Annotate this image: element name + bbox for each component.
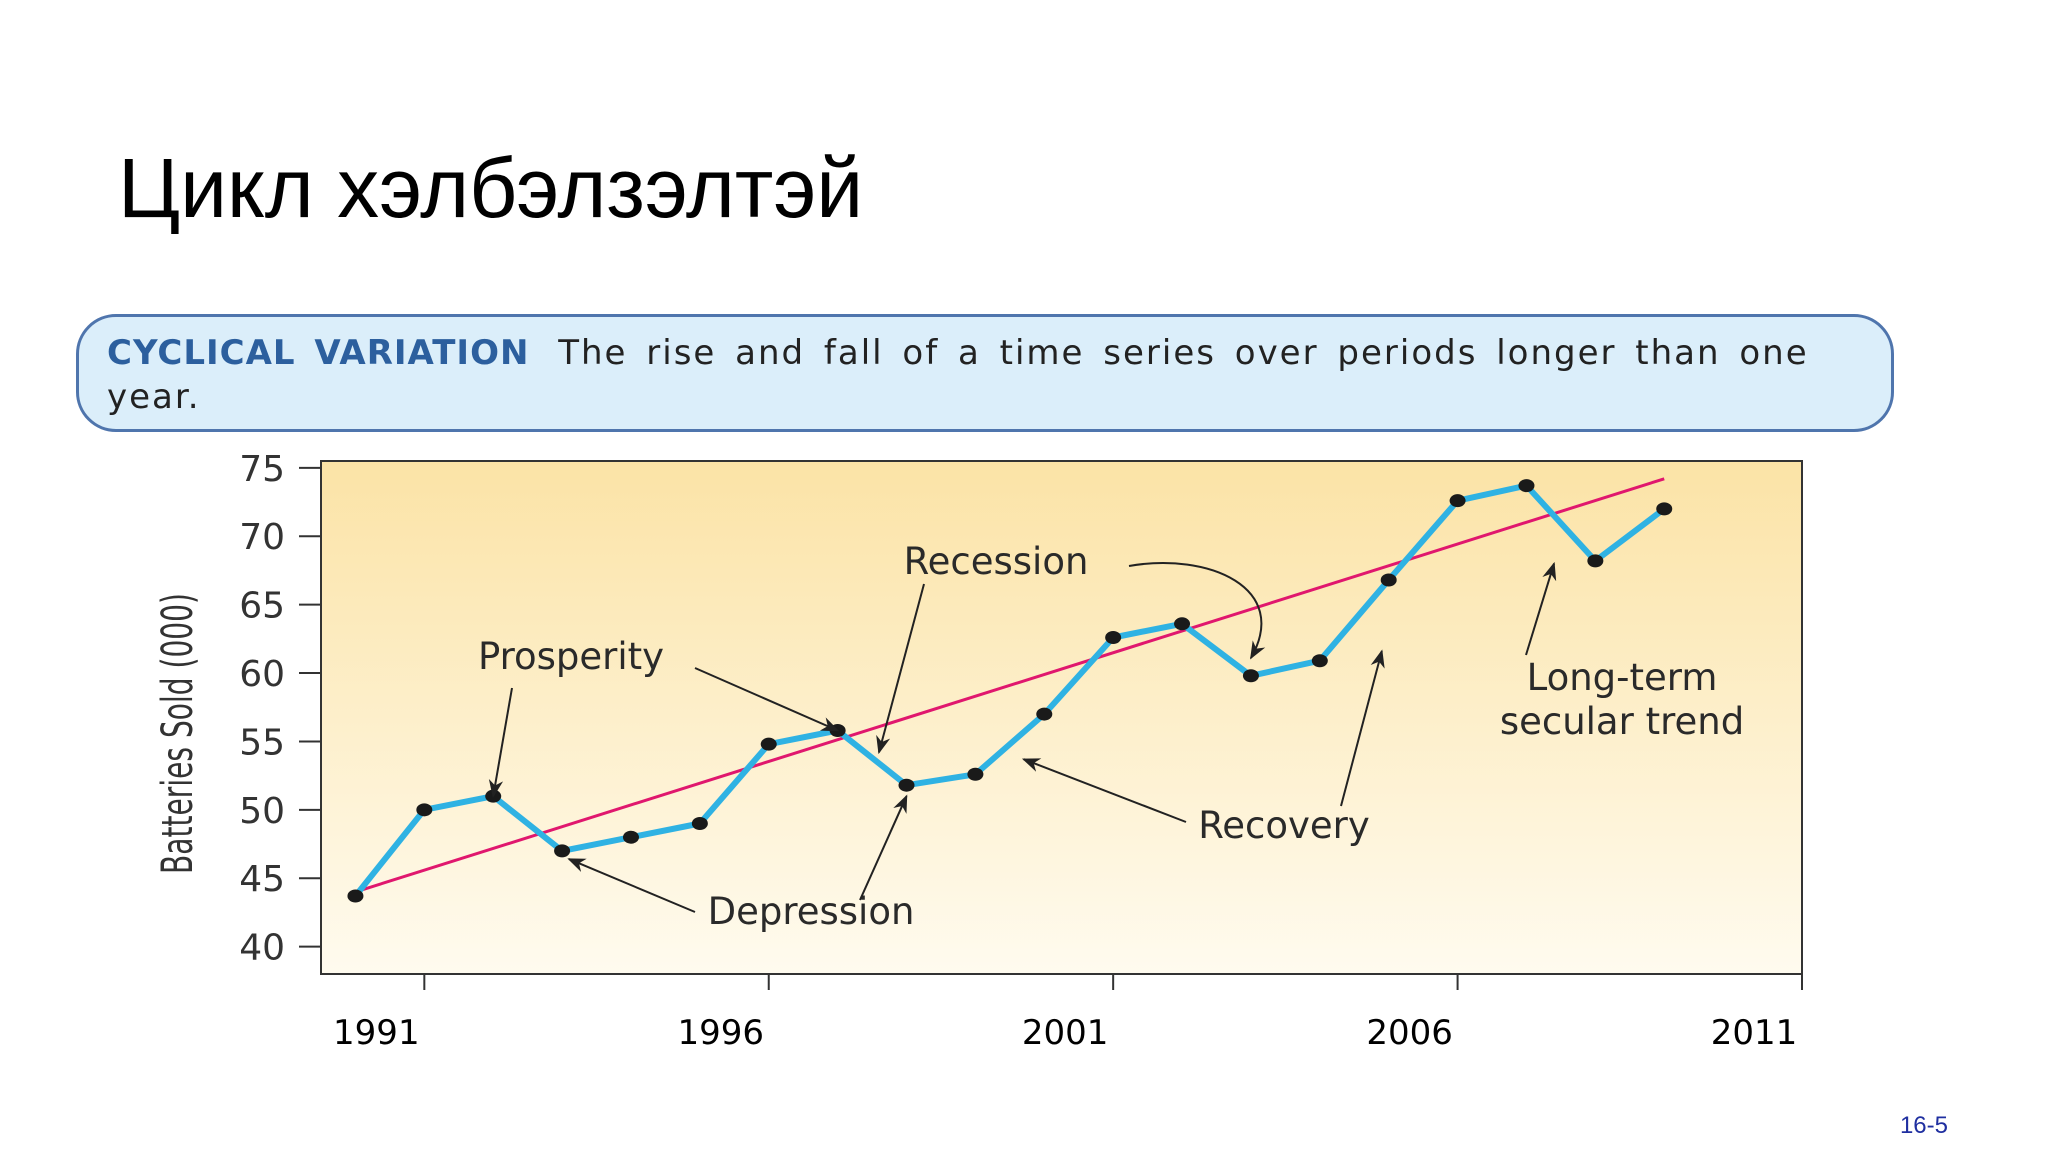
page-number: 16-5 — [1899, 1112, 1948, 1139]
data-point-2009 — [1656, 502, 1673, 516]
x-tick-label-1991: 1991 — [333, 1013, 420, 1053]
annotation-arrow-2-1 — [859, 794, 908, 901]
definition-term: CYCLICAL VARIATION — [107, 333, 530, 373]
annotation-arrow-0-1 — [694, 667, 840, 732]
definition-box: CYCLICAL VARIATION The rise and fall of … — [76, 314, 1894, 432]
slide-title: Цикл хэлбэлзэлтэй — [118, 141, 864, 235]
data-point-2003 — [1242, 669, 1259, 683]
data-point-1995 — [691, 817, 708, 831]
y-tick-label-55: 55 — [239, 722, 285, 763]
definition-text: The rise and fall of a time series over … — [107, 333, 1809, 417]
y-axis-label: Batteries Sold (000) — [154, 593, 202, 874]
plot-area — [320, 460, 1803, 975]
data-point-1991 — [416, 803, 433, 817]
data-point-2005 — [1380, 573, 1397, 587]
data-point-1990 — [347, 889, 364, 903]
data-point-1996 — [760, 737, 777, 751]
data-point-1994 — [622, 830, 639, 844]
x-tick-label-1996: 1996 — [677, 1013, 764, 1053]
annotation-arrow-3-1 — [1340, 649, 1385, 807]
annotation-arrow-1-1 — [1128, 562, 1266, 660]
data-point-1993 — [554, 844, 571, 858]
annotation-label-4: Long-term secular trend — [1500, 656, 1744, 743]
annotation-arrow-0-0 — [488, 687, 513, 798]
x-tick-label-2011: 2011 — [1711, 1013, 1798, 1053]
data-point-2008 — [1587, 554, 1604, 568]
data-point-2001 — [1105, 630, 1122, 644]
annotation-arrow-1-0 — [876, 583, 925, 755]
annotation-arrow-3-0 — [1021, 758, 1187, 823]
data-point-1999 — [967, 767, 984, 781]
x-tick-label-2006: 2006 — [1366, 1013, 1453, 1053]
x-tick-label-2001: 2001 — [1022, 1013, 1109, 1053]
series-line — [353, 482, 1667, 898]
annotation-arrow-4-0 — [1525, 561, 1557, 656]
annotation-label-1: Recession — [904, 540, 1089, 583]
y-tick-label-65: 65 — [239, 586, 285, 627]
y-tick-label-45: 45 — [239, 859, 285, 900]
y-tick-label-70: 70 — [239, 517, 285, 558]
y-tick-label-50: 50 — [239, 791, 285, 832]
data-point-2000 — [1036, 707, 1053, 721]
annotation-label-2: Depression — [708, 890, 915, 933]
y-tick-label-40: 40 — [239, 928, 285, 969]
annotation-arrow-2-0 — [567, 858, 696, 913]
data-point-1998 — [898, 778, 915, 792]
annotation-label-3: Recovery — [1198, 804, 1370, 847]
annotation-label-0: Prosperity — [478, 635, 664, 678]
data-point-2007 — [1518, 479, 1535, 493]
data-point-2006 — [1449, 494, 1466, 508]
data-point-2002 — [1174, 617, 1191, 631]
y-tick-label-60: 60 — [239, 654, 285, 695]
data-point-2004 — [1311, 654, 1328, 668]
y-tick-label-75: 75 — [239, 449, 285, 490]
trend-line — [354, 477, 1665, 894]
